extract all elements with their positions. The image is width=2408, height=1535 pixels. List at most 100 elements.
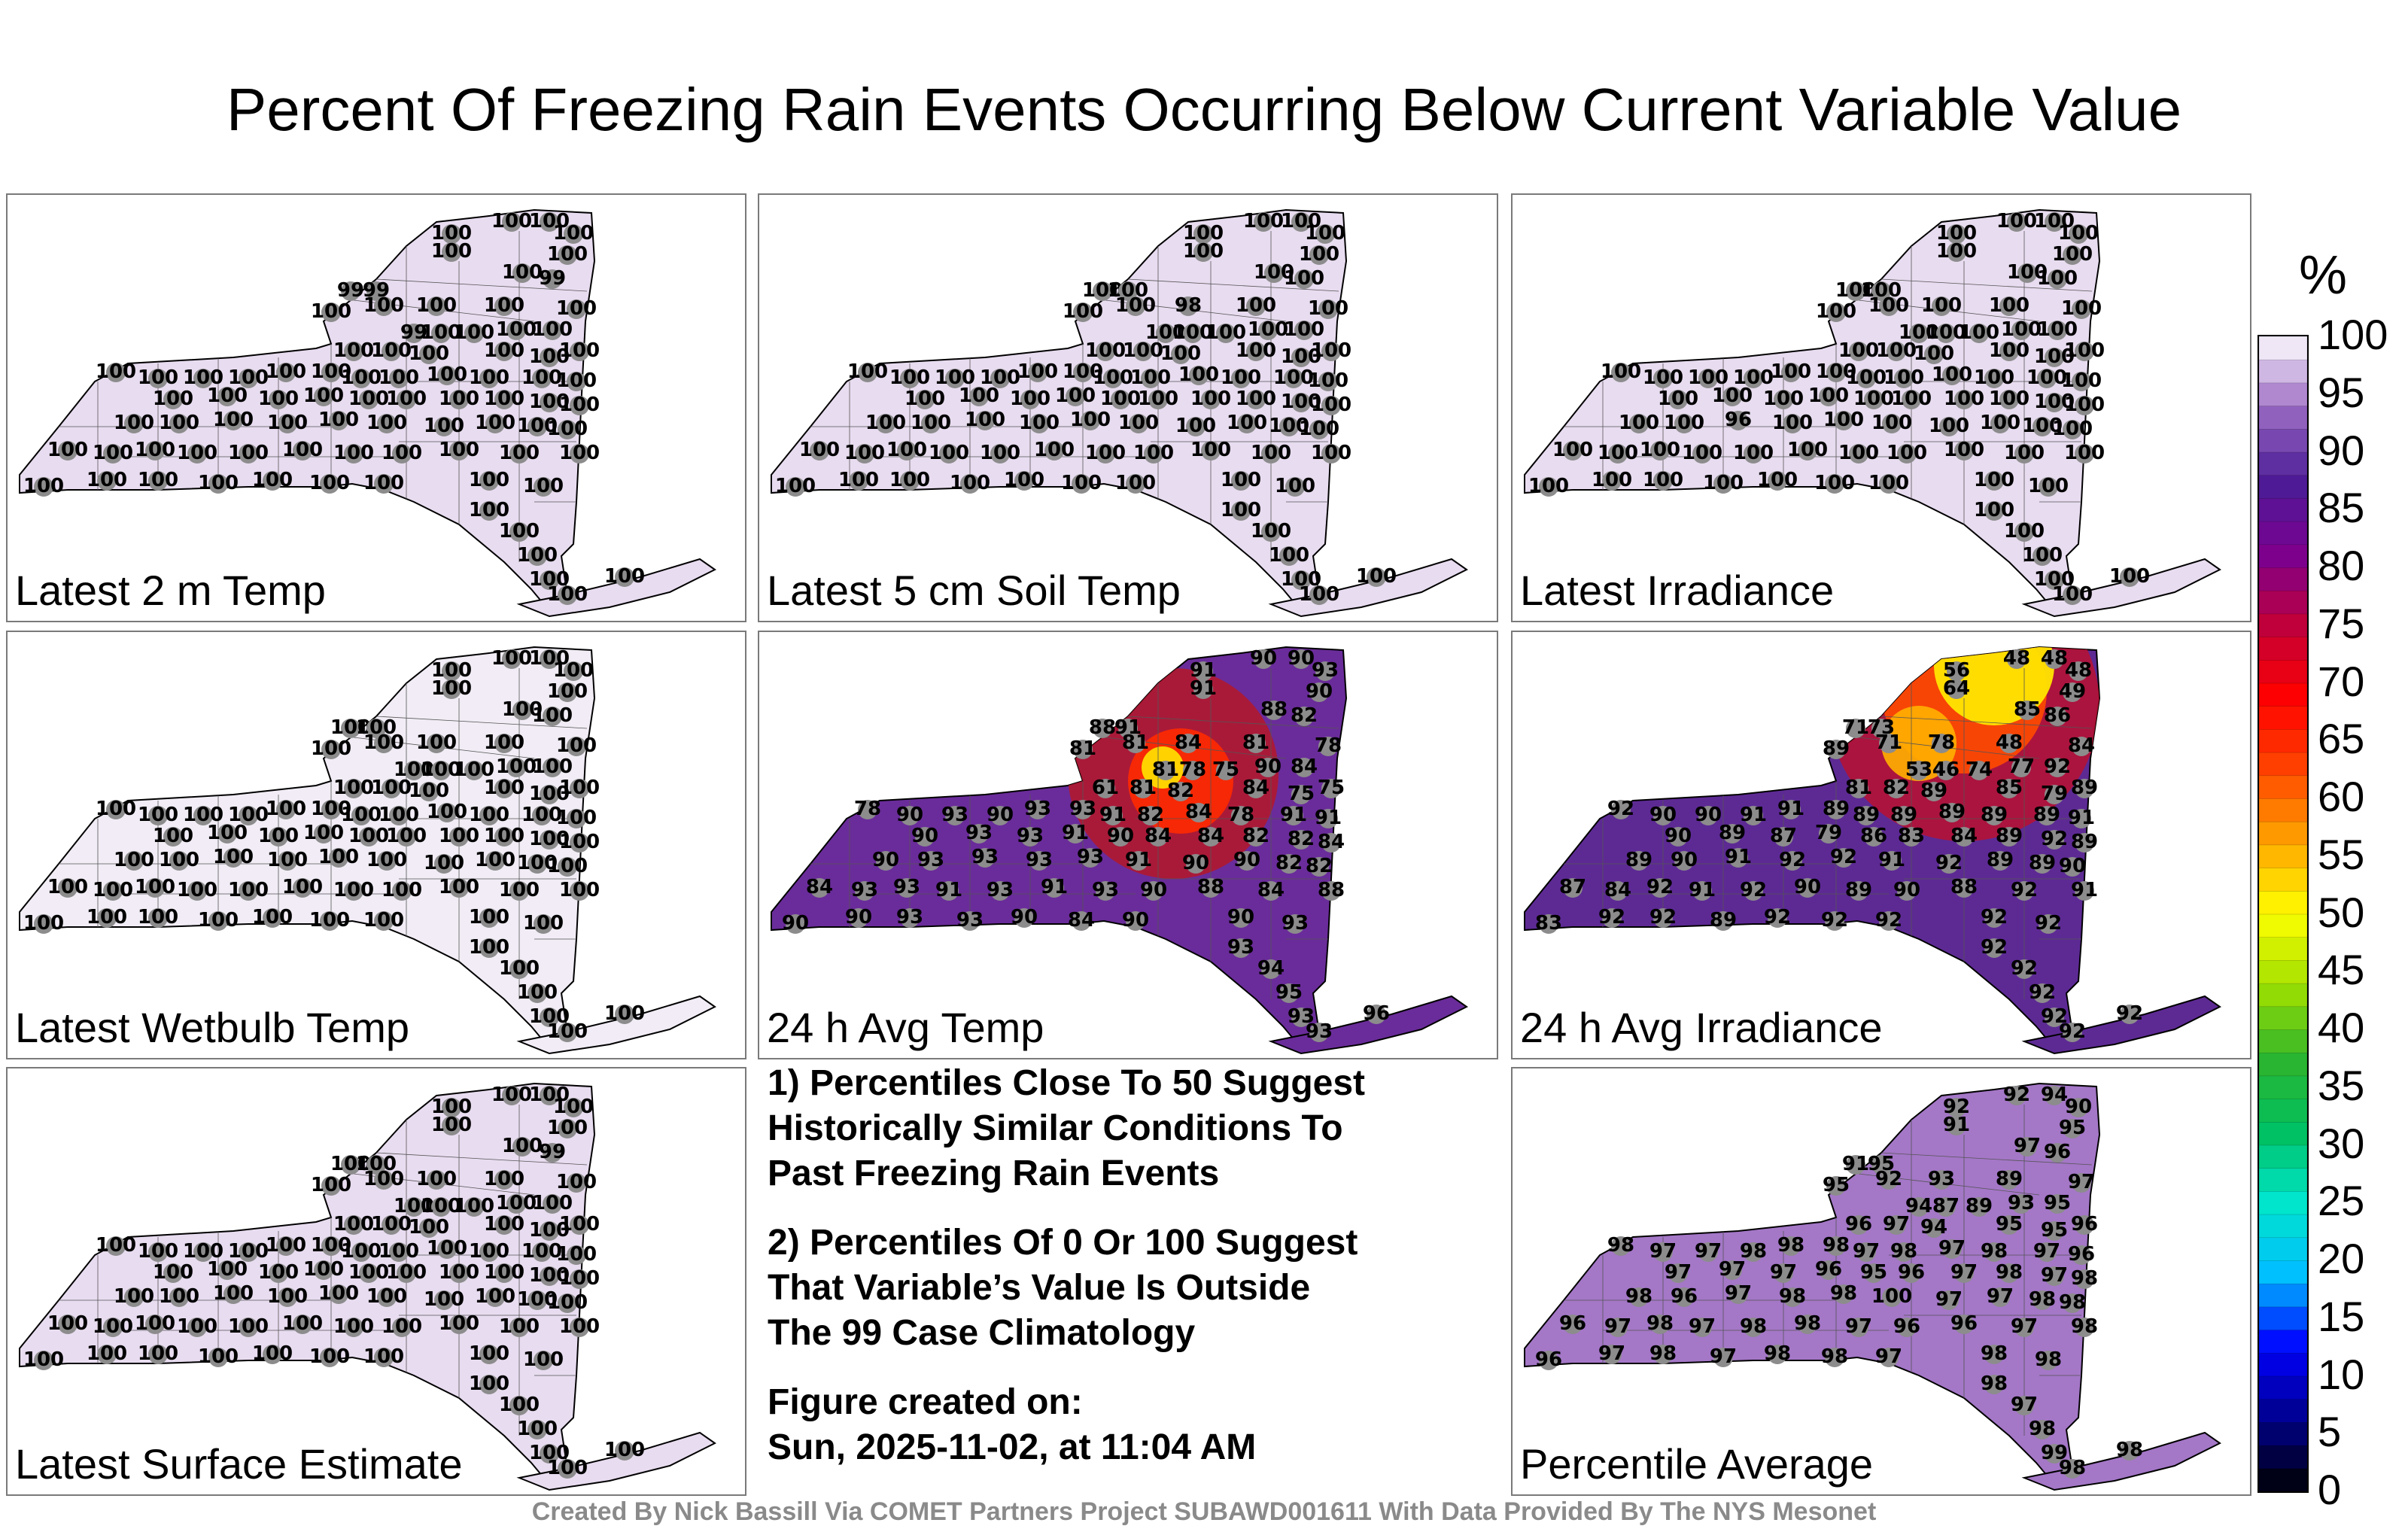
station-value: 100 (1017, 360, 1058, 383)
colorbar-segment (2259, 567, 2307, 591)
station-value: 93 (2008, 1192, 2035, 1214)
station-marker (945, 369, 965, 388)
station-marker (494, 779, 514, 798)
station-marker (1014, 471, 1034, 491)
station-value: 100 (1085, 339, 1126, 362)
station-value: 90 (2065, 1096, 2092, 1118)
figure-title: Percent Of Freezing Rain Events Occurrin… (226, 76, 2182, 143)
station-value: 100 (379, 1240, 419, 1263)
station-marker (969, 387, 989, 406)
station-marker (1783, 851, 1802, 871)
station-marker (2120, 567, 2139, 587)
station-value: 100 (1814, 472, 1855, 494)
station-marker (103, 444, 123, 464)
station-marker (2063, 245, 2082, 265)
station-marker (540, 348, 559, 367)
station-value: 98 (2116, 1439, 2143, 1461)
station-value: 100 (135, 876, 175, 898)
station-value: 100 (547, 583, 588, 606)
station-marker (1608, 881, 1628, 901)
station-marker (1942, 1239, 1962, 1259)
station-value: 100 (318, 1282, 359, 1305)
station-value: 92 (1981, 906, 2008, 929)
station-value: 93 (851, 879, 878, 901)
station-value: 100 (267, 849, 308, 871)
station-value: 100 (183, 366, 223, 389)
station-marker (2014, 1396, 2034, 1415)
station-value: 100 (1206, 321, 1246, 344)
panel-label: 24 h Avg Irradiance (1520, 1004, 1883, 1051)
station-marker (1563, 1315, 1583, 1334)
station-value: 100 (484, 1261, 524, 1284)
station-value: 91 (935, 879, 962, 901)
station-marker (1103, 369, 1123, 388)
station-marker (314, 824, 333, 843)
station-value: 61 (1092, 777, 1119, 799)
station-marker (2075, 833, 2094, 853)
station-value: 100 (1926, 321, 1966, 344)
station-value: 100 (529, 1084, 570, 1106)
colorbar-segment (2259, 1144, 2307, 1169)
station-marker (567, 1245, 586, 1265)
station-value: 100 (469, 1240, 509, 1263)
colorbar-segment (2259, 1445, 2307, 1470)
station-marker (106, 363, 126, 382)
station-value: 100 (258, 1261, 299, 1284)
station-value: 100 (499, 957, 540, 980)
county-border (1127, 716, 1339, 729)
station-marker (2014, 1318, 2034, 1337)
station-marker (293, 1315, 312, 1334)
station-value: 90 (896, 804, 923, 826)
station-value: 100 (775, 475, 816, 497)
station-marker (2072, 1245, 2091, 1265)
colorbar-segment (2259, 774, 2307, 799)
station-value: 89 (1996, 825, 2023, 847)
station-marker (1044, 878, 1064, 898)
station-value: 100 (980, 442, 1020, 464)
station-value: 97 (1938, 1237, 1966, 1260)
station-value: 98 (1740, 1240, 1767, 1263)
station-marker (2072, 1173, 2091, 1193)
station-marker (502, 1086, 521, 1105)
station-value: 98 (1794, 1312, 1821, 1335)
station-marker (2014, 959, 2034, 979)
station-marker (1133, 342, 1153, 361)
station-marker (1020, 827, 1040, 847)
station-marker (1954, 1263, 1974, 1283)
station-value: 97 (2011, 1394, 2038, 1416)
station-value: 75 (1288, 783, 1315, 805)
station-value: 98 (2029, 1418, 2056, 1440)
station-value: 100 (228, 442, 269, 464)
station-marker (2063, 1293, 2082, 1313)
station-value: 92 (2011, 879, 2038, 901)
station-value: 100 (2064, 339, 2105, 362)
station-marker (915, 390, 935, 409)
station-marker (540, 785, 559, 804)
station-marker (1887, 342, 1906, 361)
station-value: 100 (363, 1345, 404, 1368)
station-value: 97 (1883, 1213, 1910, 1236)
station-value: 89 (1853, 804, 1880, 826)
station-value: 100 (484, 731, 524, 754)
station-marker (1653, 369, 1673, 388)
station-value: 97 (1719, 1258, 1746, 1281)
station-value: 100 (547, 855, 588, 877)
station-marker (2007, 1086, 2026, 1105)
station-value: 100 (228, 1240, 269, 1263)
station-value: 100 (1989, 339, 2029, 362)
station-value: 90 (1306, 680, 1333, 703)
station-marker (570, 1215, 589, 1235)
station-value: 100 (517, 1418, 558, 1440)
station-marker (1668, 390, 1688, 409)
station-value: 92 (1646, 876, 1674, 898)
station-marker (187, 1318, 207, 1337)
station-value: 90 (1671, 849, 1698, 871)
station-marker (494, 390, 514, 409)
station-value: 83 (1535, 912, 1562, 935)
station-marker (1879, 911, 1899, 931)
station-value: 100 (2052, 243, 2093, 266)
station-value: 100 (1115, 472, 1156, 494)
station-marker (1826, 800, 1846, 819)
station-value: 91 (1777, 798, 1804, 820)
colorbar-segment (2259, 1260, 2307, 1284)
